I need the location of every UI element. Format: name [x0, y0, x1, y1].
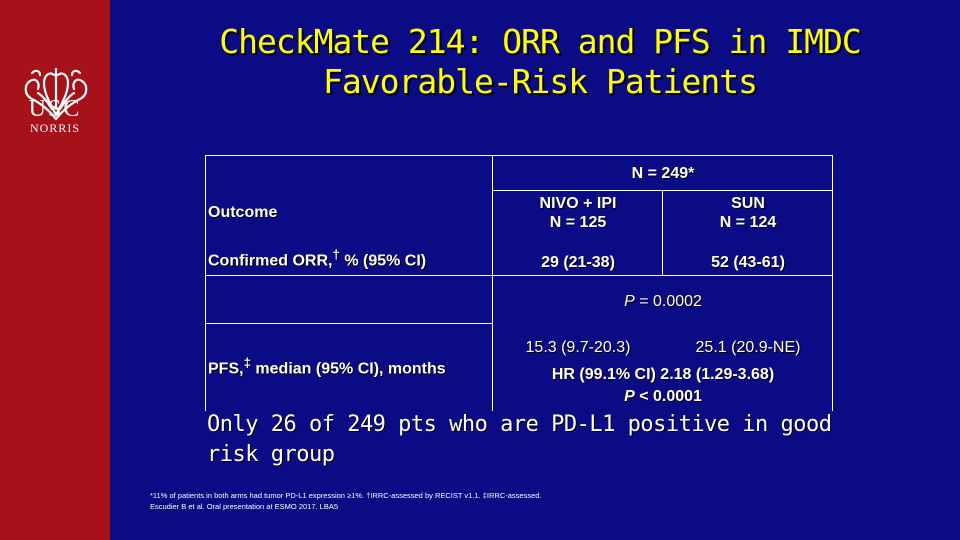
pfs-hazard-ratio: HR (99.1% CI) 2.18 (1.29-3.68)	[551, 366, 775, 383]
callout-note-line-1: Only 26 of 249 pts who are PD-L1 positiv…	[207, 412, 832, 437]
sidebar-panel: USC NORRIS	[0, 0, 110, 540]
pfs-label-text: PFS,	[208, 360, 244, 378]
slide-title-line-2: Favorable-Risk Patients	[323, 62, 758, 101]
footnote-line-1: *11% of patients in both arms had tumor …	[150, 491, 542, 500]
table-border-top	[205, 155, 833, 156]
footnote: *11% of patients in both arms had tumor …	[150, 490, 710, 512]
pfs-p-symbol: P	[624, 388, 635, 405]
table-divider-orr-row	[205, 275, 833, 276]
orr-row-label: Confirmed ORR,† % (95% CI)	[208, 245, 492, 270]
orr-label-tail: % (95% CI)	[339, 252, 427, 270]
pfs-p-number: < 0.0001	[634, 388, 702, 405]
table-header-arm-nivo-ipi: NIVO + IPI N = 125	[493, 194, 663, 232]
pfs-value-nivo-ipi: 15.3 (9.7-20.3)	[525, 339, 631, 356]
orr-label-text: Confirmed ORR,	[208, 252, 333, 270]
orr-value-sun: 52 (43-61)	[711, 254, 785, 271]
pfs-label-tail: median (95% CI), months	[250, 360, 446, 378]
table-header-n-total: N = 249*	[631, 165, 695, 182]
orr-p-value: P = 0.0002	[493, 292, 833, 311]
table-header-arm-sun: SUN N = 124	[663, 194, 833, 232]
callout-note-line-2: risk group	[207, 442, 335, 467]
table-divider-outcome-column	[492, 155, 493, 411]
logo-usc-text: USC	[28, 96, 82, 122]
arm-nivo-ipi-n: N = 125	[549, 214, 607, 231]
orr-p-number: = 0.0002	[634, 293, 702, 310]
table-divider-p-value-row	[205, 323, 493, 324]
orr-value-nivo-ipi: 29 (21-38)	[541, 254, 615, 271]
arm-nivo-ipi-name: NIVO + IPI	[539, 195, 617, 212]
arm-sun-name: SUN	[731, 195, 765, 212]
pfs-label-double-dagger: ‡	[243, 355, 251, 370]
table-border-left	[205, 155, 206, 411]
usc-norris-logo-icon	[24, 67, 88, 121]
pfs-row-label: PFS,‡ median (95% CI), months	[208, 353, 492, 378]
callout-note: Only 26 of 249 pts who are PD-L1 positiv…	[207, 410, 847, 470]
arm-sun-n: N = 124	[719, 214, 777, 231]
footnote-line-2: Escudier B et al. Oral presentation at E…	[150, 502, 339, 511]
orr-label-dagger: †	[332, 247, 340, 262]
table-border-right	[832, 155, 833, 411]
slide-title: CheckMate 214: ORR and PFS in IMDC Favor…	[130, 22, 950, 102]
table-header-outcome: Outcome	[208, 204, 278, 221]
orr-p-symbol: P	[624, 293, 635, 310]
table-divider-arm-columns	[662, 190, 663, 275]
results-table: N = 249* Outcome NIVO + IPI N = 125 SUN …	[205, 155, 833, 411]
logo-norris-text: NORRIS	[29, 121, 80, 135]
pfs-value-sun: 25.1 (20.9-NE)	[695, 339, 801, 356]
pfs-p-value: P < 0.0001	[493, 387, 833, 406]
slide-title-line-1: CheckMate 214: ORR and PFS in IMDC	[219, 22, 862, 61]
